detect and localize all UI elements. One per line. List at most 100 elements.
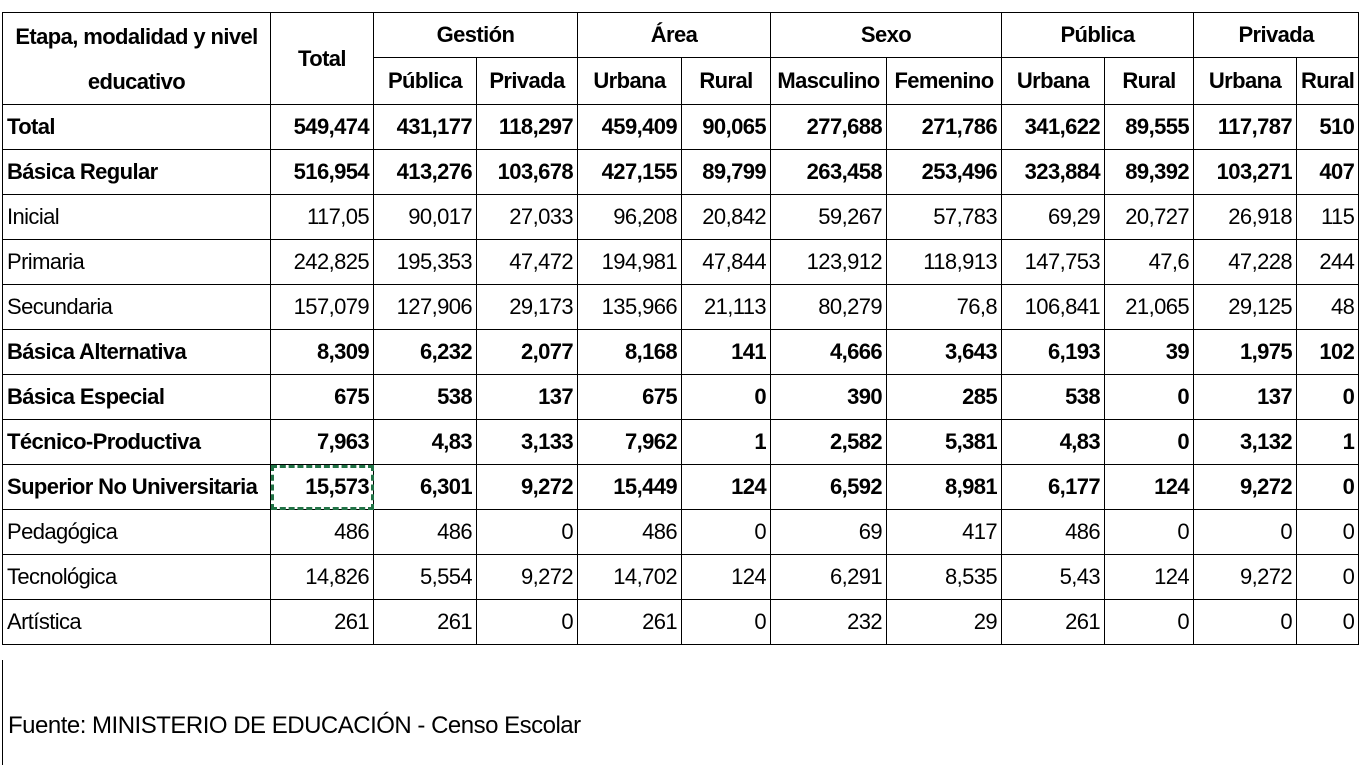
value-cell[interactable]: 3,133 [476, 419, 578, 465]
value-cell[interactable]: 486 [373, 509, 477, 555]
row-label-cell[interactable]: Primaria [2, 239, 271, 285]
value-cell[interactable]: 0 [1295, 554, 1360, 600]
value-cell[interactable]: 341,622 [1001, 104, 1105, 150]
value-cell[interactable]: 538 [1001, 374, 1105, 420]
row-label-cell[interactable]: Tecnológica [2, 554, 271, 600]
value-cell[interactable]: 271,786 [886, 104, 1002, 150]
header-col[interactable]: Rural [1104, 57, 1194, 105]
header-col[interactable]: Femenino [886, 57, 1002, 105]
value-cell[interactable]: 20,727 [1104, 194, 1194, 240]
header-group-sexo[interactable]: Sexo [770, 12, 1002, 58]
header-col[interactable]: Masculino [770, 57, 887, 105]
row-label-cell[interactable]: Inicial [2, 194, 271, 240]
value-cell[interactable]: 390 [770, 374, 887, 420]
value-cell[interactable]: 106,841 [1001, 284, 1105, 330]
value-cell[interactable]: 26,918 [1193, 194, 1297, 240]
value-cell[interactable]: 407 [1295, 149, 1360, 195]
value-cell[interactable]: 9,272 [476, 464, 578, 510]
value-cell[interactable]: 59,267 [770, 194, 887, 240]
row-label-cell[interactable]: Básica Alternativa [2, 329, 271, 375]
value-cell[interactable]: 115 [1295, 194, 1360, 240]
value-cell[interactable]: 90,017 [373, 194, 477, 240]
value-cell[interactable]: 1,975 [1193, 329, 1297, 375]
value-cell[interactable]: 69,29 [1001, 194, 1105, 240]
row-label-cell[interactable]: Artística [2, 599, 271, 645]
value-cell[interactable]: 413,276 [373, 149, 477, 195]
total-cell[interactable]: 516,954 [270, 149, 374, 195]
total-cell[interactable]: 157,079 [270, 284, 374, 330]
value-cell[interactable]: 5,43 [1001, 554, 1105, 600]
value-cell[interactable]: 4,666 [770, 329, 887, 375]
header-col[interactable]: Rural [681, 57, 771, 105]
row-label-cell[interactable]: Superior No Universitaria [2, 464, 271, 510]
row-label-cell[interactable]: Técnico-Productiva [2, 419, 271, 465]
value-cell[interactable]: 538 [373, 374, 477, 420]
total-cell[interactable]: 486 [270, 509, 374, 555]
value-cell[interactable]: 20,842 [681, 194, 771, 240]
value-cell[interactable]: 21,113 [681, 284, 771, 330]
value-cell[interactable]: 14,702 [577, 554, 682, 600]
value-cell[interactable]: 6,193 [1001, 329, 1105, 375]
value-cell[interactable]: 277,688 [770, 104, 887, 150]
total-cell[interactable]: 242,825 [270, 239, 374, 285]
selected-cell[interactable]: 15,573 [270, 464, 374, 510]
header-group-privada[interactable]: Privada [1192, 12, 1360, 58]
value-cell[interactable]: 5,554 [373, 554, 477, 600]
total-cell[interactable]: 7,963 [270, 419, 374, 465]
value-cell[interactable]: 1 [1295, 419, 1360, 465]
value-cell[interactable]: 6,592 [770, 464, 887, 510]
value-cell[interactable]: 427,155 [577, 149, 682, 195]
value-cell[interactable]: 261 [577, 599, 682, 645]
value-cell[interactable]: 232 [770, 599, 887, 645]
header-group-gestion[interactable]: Gestión [373, 12, 578, 58]
total-cell[interactable]: 261 [270, 599, 374, 645]
value-cell[interactable]: 21,065 [1104, 284, 1194, 330]
value-cell[interactable]: 8,981 [886, 464, 1002, 510]
value-cell[interactable]: 127,906 [373, 284, 477, 330]
value-cell[interactable]: 137 [1193, 374, 1297, 420]
value-cell[interactable]: 3,132 [1193, 419, 1297, 465]
value-cell[interactable]: 29,173 [476, 284, 578, 330]
value-cell[interactable]: 0 [681, 599, 771, 645]
header-group-publica[interactable]: Pública [1001, 12, 1194, 58]
value-cell[interactable]: 89,799 [681, 149, 771, 195]
total-cell[interactable]: 8,309 [270, 329, 374, 375]
value-cell[interactable]: 459,409 [577, 104, 682, 150]
value-cell[interactable]: 0 [1295, 464, 1360, 510]
value-cell[interactable]: 0 [1104, 599, 1194, 645]
value-cell[interactable]: 27,033 [476, 194, 578, 240]
value-cell[interactable]: 0 [1193, 509, 1297, 555]
value-cell[interactable]: 39 [1104, 329, 1194, 375]
header-col[interactable]: Urbana [577, 57, 682, 105]
value-cell[interactable]: 510 [1295, 104, 1360, 150]
value-cell[interactable]: 6,232 [373, 329, 477, 375]
header-col[interactable]: Rural [1295, 57, 1360, 105]
value-cell[interactable]: 431,177 [373, 104, 477, 150]
value-cell[interactable]: 486 [1001, 509, 1105, 555]
value-cell[interactable]: 0 [1104, 374, 1194, 420]
value-cell[interactable]: 0 [1295, 599, 1360, 645]
value-cell[interactable]: 0 [1104, 509, 1194, 555]
value-cell[interactable]: 103,678 [476, 149, 578, 195]
value-cell[interactable]: 123,912 [770, 239, 887, 285]
total-cell[interactable]: 117,05 [270, 194, 374, 240]
value-cell[interactable]: 47,472 [476, 239, 578, 285]
header-col[interactable]: Pública [373, 57, 477, 105]
value-cell[interactable]: 118,913 [886, 239, 1002, 285]
total-cell[interactable]: 675 [270, 374, 374, 420]
row-label-cell[interactable]: Básica Regular [2, 149, 271, 195]
value-cell[interactable]: 135,966 [577, 284, 682, 330]
value-cell[interactable]: 9,272 [476, 554, 578, 600]
total-cell[interactable]: 14,826 [270, 554, 374, 600]
value-cell[interactable]: 90,065 [681, 104, 771, 150]
value-cell[interactable]: 0 [1295, 509, 1360, 555]
total-cell[interactable]: 549,474 [270, 104, 374, 150]
row-label-cell[interactable]: Pedagógica [2, 509, 271, 555]
value-cell[interactable]: 0 [476, 599, 578, 645]
value-cell[interactable]: 0 [1104, 419, 1194, 465]
value-cell[interactable]: 47,844 [681, 239, 771, 285]
value-cell[interactable]: 7,962 [577, 419, 682, 465]
value-cell[interactable]: 244 [1295, 239, 1360, 285]
value-cell[interactable]: 4,83 [373, 419, 477, 465]
value-cell[interactable]: 6,291 [770, 554, 887, 600]
